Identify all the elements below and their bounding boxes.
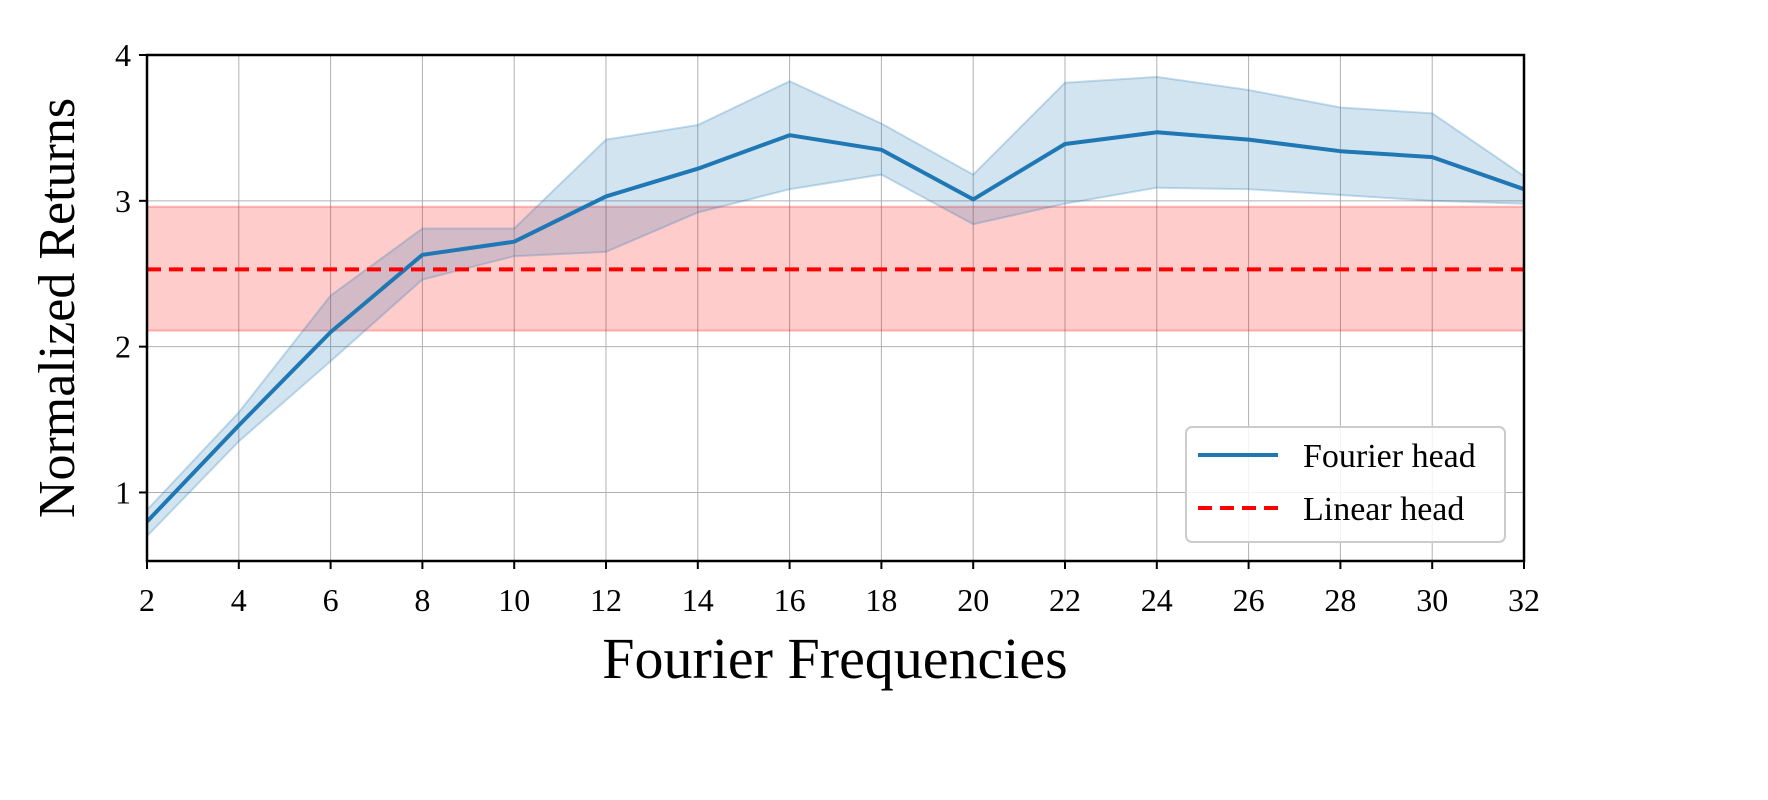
plot-frame [145, 53, 1526, 563]
y-tick-label: 1 [115, 474, 131, 510]
y-tick-label: 3 [115, 183, 131, 219]
x-tick-label: 10 [498, 582, 530, 618]
y-tick-label: 4 [115, 37, 131, 73]
x-tick-label: 22 [1049, 582, 1081, 618]
x-tick-label: 26 [1233, 582, 1265, 618]
x-tick-label: 30 [1416, 582, 1448, 618]
y-tick-label: 2 [115, 329, 131, 365]
x-tick-label: 20 [957, 582, 989, 618]
legend-label: Linear head [1303, 491, 1464, 528]
x-tick-label: 32 [1508, 582, 1540, 618]
x-tick-label: 12 [590, 582, 622, 618]
x-tick-label: 4 [231, 582, 247, 618]
x-tick-label: 14 [682, 582, 714, 618]
series-lines [145, 130, 1525, 523]
x-tick-label: 28 [1324, 582, 1356, 618]
y-axis-title: Normalized Returns [29, 98, 86, 518]
x-axis-title: Fourier Frequencies [602, 626, 1067, 691]
x-tick-label: 8 [414, 582, 430, 618]
x-tick-label: 6 [323, 582, 339, 618]
legend: Fourier head Linear head [1185, 426, 1506, 543]
x-tick-label: 24 [1141, 582, 1173, 618]
x-tick-label: 18 [865, 582, 897, 618]
x-tick-label: 2 [139, 582, 155, 618]
legend-label: Fourier head [1303, 438, 1476, 475]
series-line-fourier-head [145, 130, 1525, 523]
x-tick-label: 16 [774, 582, 806, 618]
